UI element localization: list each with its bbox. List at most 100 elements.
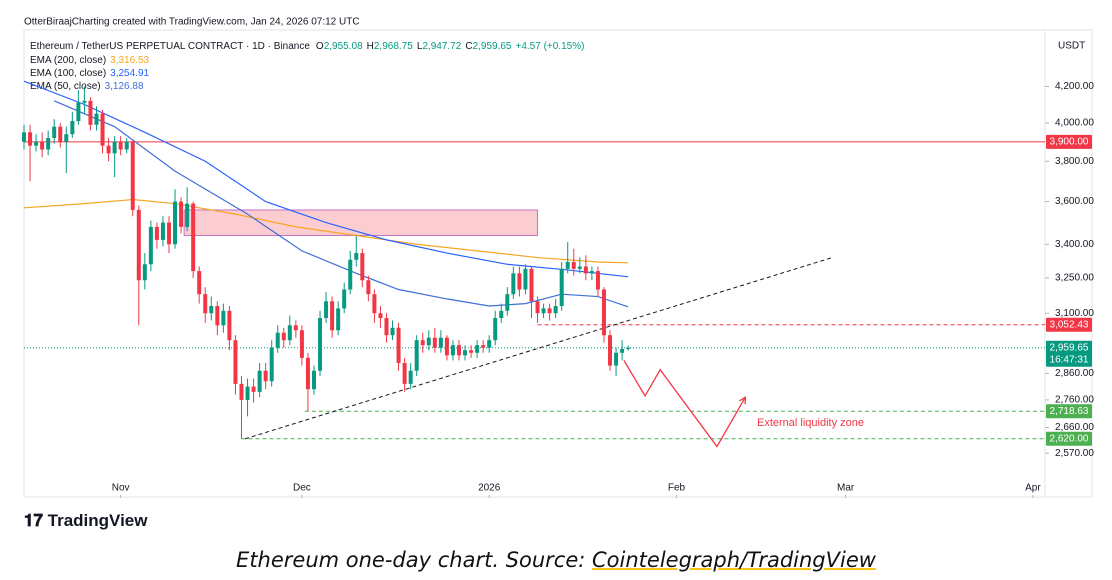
x-tick-label: Dec: [293, 483, 311, 494]
ema-value: 3,254.91: [110, 68, 149, 79]
candle-body: [336, 308, 341, 331]
x-tick-label: Apr: [1025, 483, 1041, 494]
candle-body: [287, 325, 292, 341]
candle-body: [523, 268, 528, 290]
candle-body: [487, 340, 492, 348]
candle-body: [390, 327, 395, 336]
annotation: External liquidity zone: [757, 417, 864, 429]
y-tick-label: 4,000.00: [1055, 118, 1094, 129]
ema-legend: EMA (50, close) 3,126.88: [30, 81, 144, 92]
candle-body: [197, 271, 202, 295]
ema-line: [23, 80, 629, 278]
candle-body: [499, 310, 504, 319]
ohlc-value: 2,955.08: [324, 41, 363, 52]
ohlc-value: 2,959.65: [473, 41, 512, 52]
candle-body: [251, 386, 256, 392]
candle-body: [233, 340, 238, 384]
candle-body: [608, 335, 613, 366]
price-label: 2,620.00: [1050, 433, 1089, 444]
caption-link[interactable]: Cointelegraph/TradingView: [592, 548, 876, 572]
y-tick-label: 3,400.00: [1055, 239, 1094, 250]
price-label: 2,959.65: [1050, 342, 1089, 353]
change: +4.57 (+0.15%): [515, 41, 584, 52]
ema-line: [23, 198, 629, 264]
candle-body: [136, 209, 141, 281]
ema-legend: EMA (100, close) 3,254.91: [30, 68, 150, 79]
price-label-box: [1046, 431, 1092, 446]
candle-body: [293, 325, 298, 331]
y-tick-label: 3,250.00: [1055, 273, 1094, 284]
candle-body: [595, 271, 600, 290]
header: Ethereum / TetherUS PERPETUAL CONTRACT ·…: [30, 41, 584, 52]
candle-body: [221, 310, 226, 326]
ohlc-value: 2,968.75: [374, 41, 413, 52]
price-timer: 16:47:31: [1050, 354, 1089, 365]
candle-body: [58, 126, 63, 142]
candle-body: [88, 100, 93, 125]
candle-body: [456, 345, 461, 356]
candle-body: [311, 370, 316, 390]
candle-body: [281, 332, 286, 341]
candle-body: [450, 345, 455, 356]
candle-body: [215, 306, 220, 326]
candle-body: [52, 126, 57, 139]
candle-body: [160, 222, 165, 240]
candle-body: [203, 294, 208, 314]
y-tick-label: 3,800.00: [1055, 156, 1094, 167]
candle-body: [142, 264, 147, 281]
ema-legend: EMA (200, close) 3,316.53: [30, 55, 150, 66]
candle-body: [589, 271, 594, 274]
candle-body: [118, 141, 123, 150]
candle-body: [559, 268, 564, 307]
candle-body: [342, 289, 347, 309]
candle-body: [366, 280, 371, 295]
candle-body: [46, 138, 51, 150]
price-label-box: [1046, 340, 1092, 367]
candle-body: [330, 301, 335, 331]
candle-body: [620, 348, 625, 353]
candle-body: [614, 352, 619, 366]
chart-frame: [23, 29, 1093, 498]
candle-body: [505, 294, 510, 311]
ohlc-key: O: [316, 41, 324, 52]
candle-body: [444, 337, 449, 356]
candle-body: [191, 203, 196, 272]
candle-body: [185, 203, 190, 227]
candle-body: [463, 350, 468, 356]
price-label: 3,052.43: [1050, 319, 1089, 330]
candle-body: [124, 141, 129, 150]
candle-body: [414, 340, 419, 371]
candle-body: [245, 386, 250, 400]
candle-body: [275, 332, 280, 348]
candle-body: [384, 318, 389, 336]
candle-body: [360, 253, 365, 281]
candle-body: [354, 253, 359, 260]
ema-value: 3,126.88: [105, 81, 144, 92]
projection-path: [623, 360, 746, 448]
candle-body: [493, 318, 498, 341]
candle-body: [94, 113, 99, 125]
candle-body: [517, 273, 522, 290]
candle-body: [378, 313, 383, 319]
ohlc-key: C: [465, 41, 472, 52]
y-tick-label: 3,600.00: [1055, 196, 1094, 207]
candle-body: [299, 330, 304, 358]
candle-body: [70, 121, 75, 135]
candle-body: [529, 268, 534, 302]
candle-body: [305, 357, 310, 390]
candle-body: [269, 347, 274, 382]
candle-body: [82, 100, 87, 103]
candle-body: [179, 201, 184, 227]
candle-body: [481, 345, 486, 348]
candle-body: [227, 310, 232, 341]
candle-body: [426, 337, 431, 346]
price-label-box: [1046, 134, 1092, 149]
candle-body: [348, 259, 353, 290]
candle-body: [106, 145, 111, 154]
y-tick-label: 3,100.00: [1055, 308, 1094, 319]
brand: 𝟏𝟕 TradingView: [24, 511, 148, 530]
ohlc-key: L: [417, 41, 423, 52]
candle-body: [547, 308, 552, 314]
price-label-box: [1046, 404, 1092, 419]
candle-body: [166, 222, 171, 245]
